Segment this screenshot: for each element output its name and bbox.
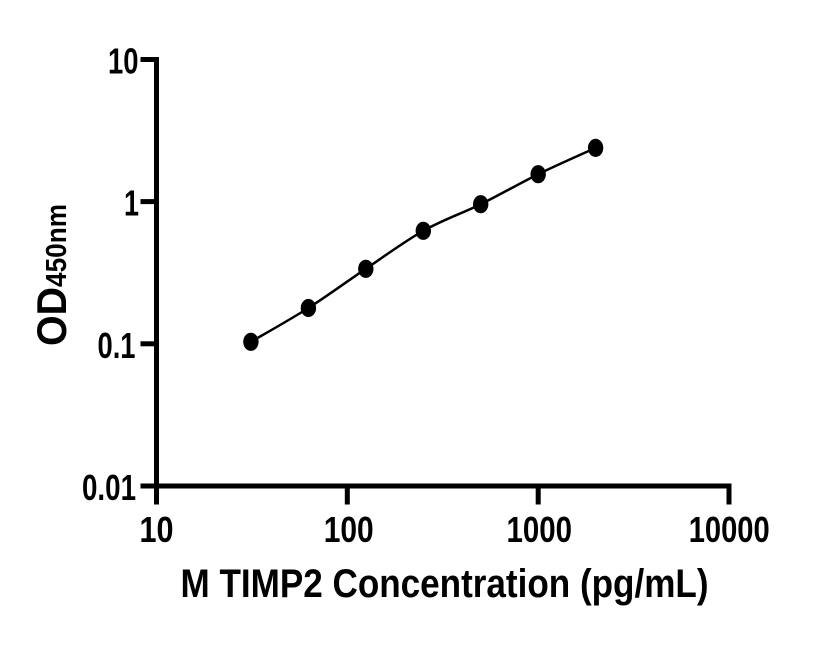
svg-text:1000: 1000 xyxy=(507,509,573,550)
svg-text:10: 10 xyxy=(108,40,139,81)
svg-text:0.1: 0.1 xyxy=(98,325,136,366)
svg-text:1: 1 xyxy=(124,182,139,223)
svg-text:0.01: 0.01 xyxy=(82,467,136,508)
svg-text:100: 100 xyxy=(324,509,374,550)
svg-text:OD450nm: OD450nm xyxy=(28,204,75,346)
svg-text:10000: 10000 xyxy=(689,509,770,550)
svg-text:10: 10 xyxy=(140,509,174,550)
svg-text:M TIMP2 Concentration (pg/mL): M TIMP2 Concentration (pg/mL) xyxy=(181,562,709,606)
